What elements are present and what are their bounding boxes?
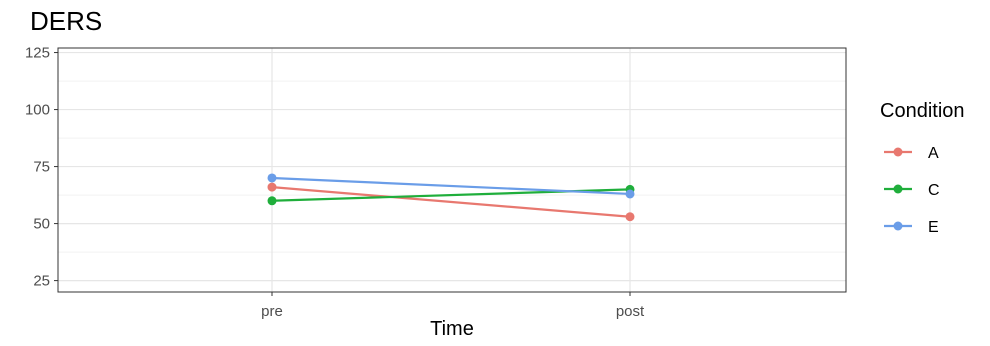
x-tick-label: post: [616, 303, 645, 320]
y-tick-label: 25: [33, 273, 50, 290]
y-tick-label: 75: [33, 159, 50, 176]
legend-key-point-c: [893, 184, 903, 194]
y-tick-label: 125: [25, 45, 50, 62]
plot-panel-border: [57, 47, 847, 293]
data-point-a: [267, 182, 277, 192]
legend-label-c: C: [928, 182, 940, 199]
axis-layer: 25 50 75 100 125 pre post: [25, 45, 645, 320]
legend-label-a: A: [928, 145, 939, 162]
data-point-e: [267, 173, 277, 183]
series-layer: [267, 173, 635, 222]
data-point-e: [625, 189, 635, 199]
data-point-c: [267, 196, 277, 206]
series-line-a: [271, 186, 631, 218]
legend-key-point-e: [893, 221, 903, 231]
x-axis-title: Time: [430, 318, 474, 340]
data-point-a: [625, 212, 635, 222]
y-tick-label: 100: [25, 102, 50, 119]
grid-layer: [58, 48, 846, 292]
chart-title: DERS: [30, 6, 103, 36]
x-tick-label: pre: [261, 303, 283, 320]
legend-layer: A C E: [884, 145, 940, 236]
legend-label-e: E: [928, 219, 939, 236]
series-line-e: [271, 176, 631, 196]
legend-title: Condition: [880, 100, 965, 122]
y-tick-label: 50: [33, 216, 50, 233]
legend-key-point-a: [893, 147, 903, 157]
